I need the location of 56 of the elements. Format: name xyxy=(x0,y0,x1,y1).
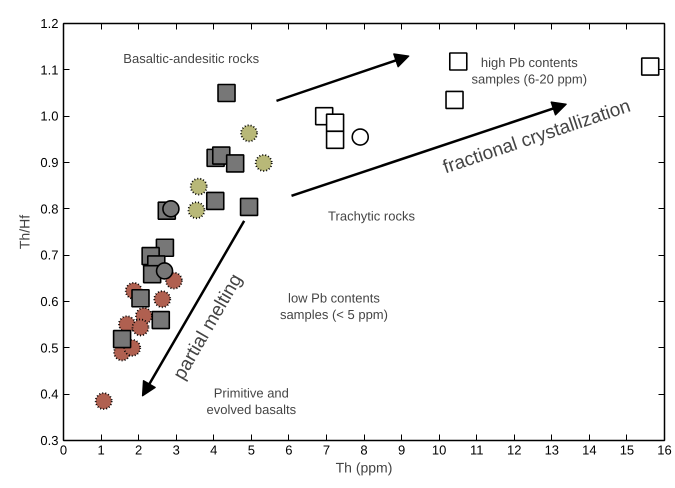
y-tick-label: 1.2 xyxy=(40,16,59,31)
point xyxy=(153,290,172,308)
annotation: Trachytic rocks xyxy=(328,208,416,224)
point xyxy=(132,318,150,336)
x-tick-label: 3 xyxy=(172,442,180,458)
x-tick-label: 4 xyxy=(210,442,218,458)
point xyxy=(445,90,464,110)
point xyxy=(240,124,258,142)
point xyxy=(351,128,370,146)
point xyxy=(240,198,258,216)
y-tick-label: 0.6 xyxy=(40,294,59,309)
y-tick-label: 0.9 xyxy=(40,155,59,170)
annotation: high Pb contents samples (6-20 ppm) xyxy=(471,55,588,87)
x-axis-title: Th (ppm) xyxy=(336,460,392,476)
y-tick-label: 0.3 xyxy=(40,433,59,448)
annotation: Primitive and evolved basalts xyxy=(206,385,297,417)
y-tick-label: 1.0 xyxy=(40,108,59,124)
x-tick-label: 14 xyxy=(582,442,597,458)
x-tick-label: 10 xyxy=(432,442,446,458)
point xyxy=(188,201,206,220)
x-tick-label: 1 xyxy=(97,442,105,458)
x-tick-label: 12 xyxy=(507,442,522,458)
y-tick-label: 0.4 xyxy=(40,386,59,402)
point xyxy=(254,154,273,172)
annotation: Basaltic-andesitic rocks xyxy=(123,51,260,66)
x-tick-label: 6 xyxy=(285,442,292,458)
point xyxy=(326,113,344,132)
x-tick-label: 0 xyxy=(60,442,68,458)
point xyxy=(151,310,170,330)
point xyxy=(206,192,225,210)
point xyxy=(326,130,344,150)
point xyxy=(226,154,244,173)
point xyxy=(112,330,132,348)
y-tick-label: 0.7 xyxy=(40,248,59,263)
point xyxy=(190,178,208,196)
x-tick-label: 9 xyxy=(398,442,406,458)
y-tick-label: 1.1 xyxy=(40,62,59,78)
x-tick-label: 7 xyxy=(322,442,330,458)
annotation: low Pb contents samples (< 5 ppm) xyxy=(280,290,388,322)
x-tick-label: 2 xyxy=(135,442,142,458)
point xyxy=(94,392,113,410)
x-tick-label: 8 xyxy=(360,442,368,458)
point xyxy=(131,288,150,308)
point xyxy=(217,84,236,102)
point xyxy=(448,52,468,71)
x-tick-label: 13 xyxy=(544,442,560,458)
point xyxy=(640,57,660,76)
x-tick-label: 11 xyxy=(470,442,484,458)
x-tick-label: 5 xyxy=(248,442,255,458)
y-tick-label: 0.8 xyxy=(40,201,59,216)
x-tick-label: 15 xyxy=(620,442,634,458)
point xyxy=(156,262,174,280)
y-axis-title: Th/Hf xyxy=(16,214,32,250)
x-tick-label: 16 xyxy=(657,442,672,458)
point xyxy=(162,200,180,218)
y-tick-label: 0.5 xyxy=(40,340,59,356)
